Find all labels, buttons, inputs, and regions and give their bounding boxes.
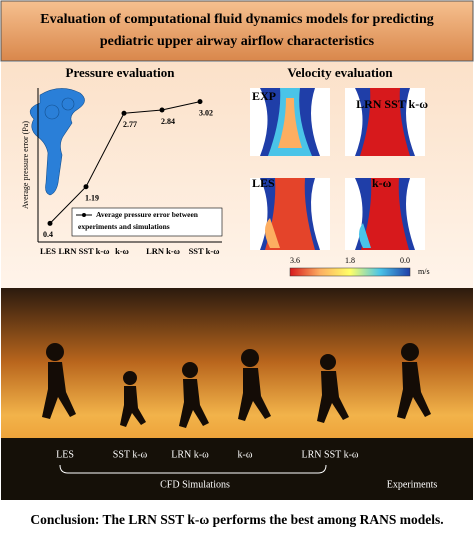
bracket [59, 464, 327, 474]
legend-box [71, 207, 223, 237]
chart-title: Pressure evaluation [66, 65, 176, 80]
scene-label: LRN k-ω [171, 449, 209, 460]
point [83, 184, 89, 190]
panel-label: LRN SST k-ω [356, 97, 428, 111]
point [159, 107, 165, 113]
point [121, 110, 127, 116]
scene-label: k-ω [238, 449, 253, 460]
conclusion: Conclusion: The LRN SST k-ω performs the… [30, 512, 443, 527]
colorbar-tick: 0.0 [400, 256, 410, 265]
title: Evaluation of computational fluid dynami… [40, 12, 433, 27]
experiments-label: Experiments [387, 479, 438, 490]
group-label: CFD Simulations [160, 479, 230, 490]
value-label: 0.4 [43, 230, 53, 239]
scene-label: SST k-ω [113, 449, 148, 460]
colorbar-tick: 3.6 [290, 256, 300, 265]
x-tick-label: k-ω [115, 246, 129, 256]
x-tick-label: LES [40, 246, 56, 256]
silhouettes [42, 343, 431, 428]
legend-marker [82, 213, 86, 217]
velocity-title: Velocity evaluation [287, 65, 393, 80]
airway-model [29, 88, 85, 196]
value-label: 2.84 [161, 117, 175, 126]
panel-label: EXP [252, 89, 276, 103]
x-tick-label: SST k-ω [189, 246, 220, 256]
colorbar-unit: m/s [418, 267, 430, 276]
point [47, 220, 53, 226]
panel-label: k-ω [372, 176, 392, 190]
colorbar [289, 267, 411, 277]
value-label: 2.77 [123, 120, 137, 129]
panel-label: LES [252, 176, 275, 190]
x-tick-label: LRN k-ω [146, 246, 180, 256]
x-tick-label: LRN SST k-ω [59, 246, 110, 256]
header [0, 0, 474, 62]
velocity-contours [250, 88, 425, 250]
value-label: 3.02 [199, 108, 213, 117]
value-label: 1.19 [85, 194, 99, 203]
ground [1, 438, 473, 500]
scene-label: LRN SST k-ω [302, 449, 359, 460]
y-axis-label: Average pressure error (Pa) [21, 121, 30, 209]
point [197, 99, 203, 105]
title: pediatric upper airway airflow character… [100, 34, 375, 49]
colorbar-tick: 1.8 [345, 256, 355, 265]
legend-text: Average pressure error between experiment… [78, 210, 199, 231]
scene-label: LES [56, 449, 74, 460]
